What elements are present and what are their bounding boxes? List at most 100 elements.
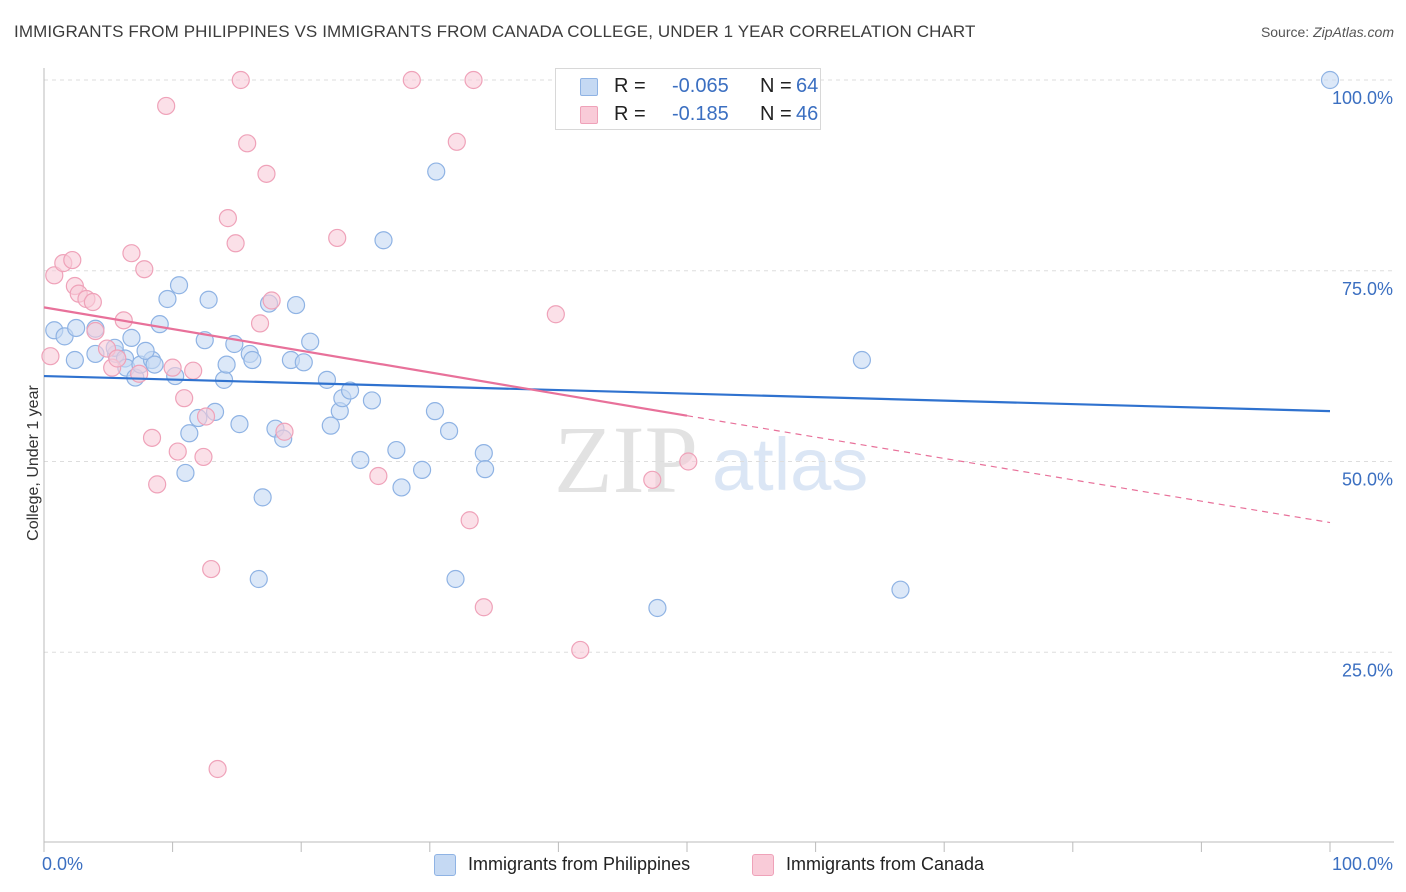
legend-swatch-philippines [580,78,598,96]
series-philippines-points [45,70,1340,618]
trend-line-canada-extrapolated [686,415,1331,524]
data-point-canada [546,305,565,324]
data-point-canada [142,428,162,447]
data-point-canada [238,134,257,153]
axes [43,68,1394,852]
data-point-philippines [199,290,218,309]
data-point-philippines [176,463,195,483]
data-point-philippines [387,440,406,460]
chart-title: IMMIGRANTS FROM PHILIPPINES VS IMMIGRANT… [14,22,976,41]
y-tick-label: 75.0% [1342,279,1393,299]
data-point-canada [148,475,167,494]
data-point-philippines [158,289,177,309]
data-point-philippines [180,424,199,443]
x-tick-label-max: 100.0% [1332,854,1393,874]
source-prefix: Source: [1260,24,1314,40]
data-point-canada [175,389,194,408]
data-point-philippines [294,353,313,372]
data-point-canada [135,260,154,279]
data-point-philippines [474,444,493,463]
data-point-canada [157,96,176,116]
data-point-canada [218,209,237,228]
data-point-philippines [446,569,465,589]
data-point-canada [184,361,203,380]
legend-r-label: R = [614,103,646,125]
data-point-canada [257,164,276,183]
data-point-philippines [243,350,262,370]
data-point-canada [369,466,388,486]
data-point-canada [226,234,245,253]
data-point-philippines [412,460,432,479]
source-credit: Source: ZipAtlas.com [1261,24,1394,40]
data-point-canada [275,422,294,441]
data-point-philippines [392,478,411,497]
trend-lines [43,306,1331,524]
data-point-philippines [317,370,337,389]
data-point-philippines [475,460,495,479]
data-point-canada [63,250,82,270]
data-point-canada [464,70,483,90]
data-point-philippines [301,332,320,351]
data-point-canada [41,347,60,366]
data-point-canada [208,759,227,779]
data-point-philippines [374,231,393,250]
data-point-philippines [286,295,306,315]
data-point-canada [122,244,141,263]
data-point-canada [474,598,493,617]
data-point-philippines [648,598,667,618]
trend-line-canada [43,306,688,417]
watermark: ZIP atlas [554,406,868,513]
data-point-canada [250,314,270,333]
y-tick-label: 50.0% [1342,470,1393,490]
legend-r-value: -0.185 [672,103,729,125]
legend-n-label: N = [760,75,792,97]
data-point-canada [262,291,281,310]
data-point-philippines [65,350,84,370]
data-point-philippines [145,355,164,374]
legend-swatch-canada [580,106,598,124]
correlation-legend: R = -0.065 N = 64 R = -0.185 N = 46 [555,68,821,130]
data-point-canada [83,292,102,312]
legend-r-label: R = [614,75,646,97]
data-point-canada [679,452,698,471]
watermark-atlas: atlas [712,423,868,506]
legend-n-label: N = [760,103,792,125]
data-point-canada [202,559,221,579]
data-point-philippines [230,415,249,434]
data-point-philippines [362,391,382,410]
data-point-philippines [136,341,155,360]
data-point-philippines [340,381,360,400]
tick-labels: 100.0% 75.0% 50.0% 25.0% 0.0% 100.0% [42,88,1393,874]
data-point-canada [460,511,479,530]
y-tick-label: 100.0% [1332,88,1393,108]
data-point-philippines [122,328,141,347]
data-point-canada [447,132,466,151]
data-point-philippines [351,450,370,470]
data-point-philippines [427,162,446,181]
legend-r-value: -0.065 [672,75,729,97]
data-point-philippines [253,488,272,507]
data-point-canada [108,349,127,368]
data-point-philippines [67,318,86,338]
data-point-philippines [425,402,445,421]
source-name: ZipAtlas.com [1313,24,1394,40]
data-point-canada [45,266,64,285]
data-point-canada [231,70,250,90]
data-point-philippines [321,416,340,435]
legend-swatch-philippines [434,854,456,876]
trend-line-philippines [43,374,1331,413]
data-point-canada [163,358,182,377]
y-tick-label: 25.0% [1342,660,1393,680]
data-point-canada [168,442,187,461]
legend-swatch-canada [752,854,774,876]
data-point-canada [196,407,216,426]
data-point-canada [402,70,421,90]
data-point-canada [194,447,213,467]
data-point-canada [643,470,662,489]
data-point-philippines [891,580,910,599]
data-point-philippines [150,315,169,334]
data-point-canada [571,640,590,660]
legend-n-value: 46 [796,103,819,125]
data-point-philippines [169,276,189,295]
